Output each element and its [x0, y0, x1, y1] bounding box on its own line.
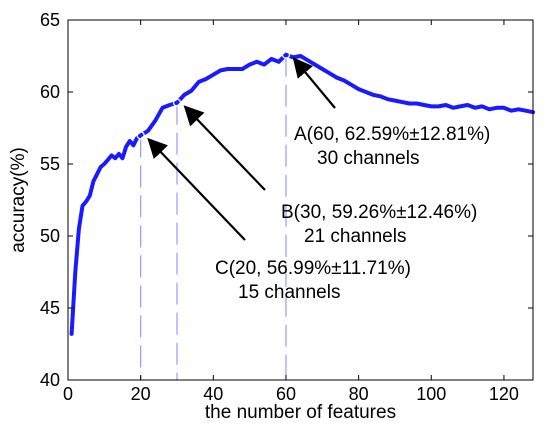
x-tick-label-5: 100	[416, 384, 446, 404]
x-tick-label-1: 20	[131, 384, 151, 404]
x-tick-label-6: 120	[489, 384, 519, 404]
annotations-layer: A(60, 62.59%±12.81%) 30 channels B(30, 59.…	[147, 57, 490, 303]
annotation-sublabel-0: 30 channels	[317, 148, 419, 169]
markers-layer	[136, 50, 291, 140]
series-layer	[69, 52, 535, 336]
annotation-label-2: C(20, 56.99%±11.71%)	[215, 258, 411, 279]
y-tick-label-5: 65	[40, 10, 60, 30]
y-tick-label-2: 50	[40, 226, 60, 246]
ticks-layer: 0 20 40 60 80 100 120 40 45 50 55 60 65	[40, 10, 533, 404]
y-axis-label: accuracy(%)	[8, 147, 29, 253]
annotation-sublabel-1: 21 channels	[304, 226, 406, 247]
annotation-label-1: B(30, 59.26%±12.46%)	[281, 202, 477, 223]
marker-point-1	[172, 98, 182, 107]
x-tick-label-2: 40	[203, 384, 223, 404]
y-tick-label-1: 45	[40, 298, 60, 318]
annotation-arrow-0	[292, 57, 336, 109]
annotation-label-0: A(60, 62.59%±12.81%)	[294, 124, 490, 145]
y-tick-label-4: 60	[40, 82, 60, 102]
annotation-arrow-2	[147, 137, 246, 241]
marker-point-0	[136, 131, 145, 140]
marker-point-2	[281, 50, 291, 59]
series-line-0	[69, 52, 535, 336]
x-tick-label-0: 0	[63, 384, 73, 404]
y-tick-label-0: 40	[40, 370, 60, 390]
plot-frame	[67, 19, 534, 381]
guide-lines	[140, 54, 287, 380]
annotation-sublabel-2: 15 channels	[238, 282, 340, 303]
y-tick-label-3: 55	[40, 154, 60, 174]
annotation-arrow-1	[183, 105, 266, 191]
x-axis-label: the number of features	[205, 402, 396, 423]
x-tick-label-4: 80	[349, 384, 369, 404]
x-tick-label-3: 60	[276, 384, 296, 404]
plot-background	[68, 20, 533, 380]
